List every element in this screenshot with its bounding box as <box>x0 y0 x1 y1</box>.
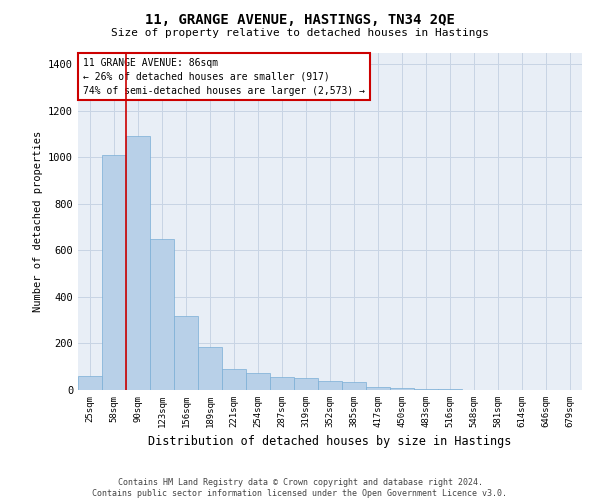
Text: Size of property relative to detached houses in Hastings: Size of property relative to detached ho… <box>111 28 489 38</box>
Bar <box>102 155 126 390</box>
Text: Contains HM Land Registry data © Crown copyright and database right 2024.
Contai: Contains HM Land Registry data © Crown c… <box>92 478 508 498</box>
Bar <box>198 347 222 390</box>
Bar <box>414 389 438 390</box>
Bar <box>318 380 342 390</box>
Text: 11, GRANGE AVENUE, HASTINGS, TN34 2QE: 11, GRANGE AVENUE, HASTINGS, TN34 2QE <box>145 12 455 26</box>
Bar <box>150 238 174 390</box>
Y-axis label: Number of detached properties: Number of detached properties <box>32 130 43 312</box>
Text: 11 GRANGE AVENUE: 86sqm
← 26% of detached houses are smaller (917)
74% of semi-d: 11 GRANGE AVENUE: 86sqm ← 26% of detache… <box>83 58 365 96</box>
Bar <box>126 136 150 390</box>
Bar <box>270 377 294 390</box>
X-axis label: Distribution of detached houses by size in Hastings: Distribution of detached houses by size … <box>148 436 512 448</box>
Bar <box>294 378 318 390</box>
Bar <box>390 388 414 390</box>
Bar <box>366 386 390 390</box>
Bar <box>222 369 246 390</box>
Bar <box>174 316 198 390</box>
Bar <box>78 376 102 390</box>
Bar <box>342 382 366 390</box>
Bar <box>246 372 270 390</box>
